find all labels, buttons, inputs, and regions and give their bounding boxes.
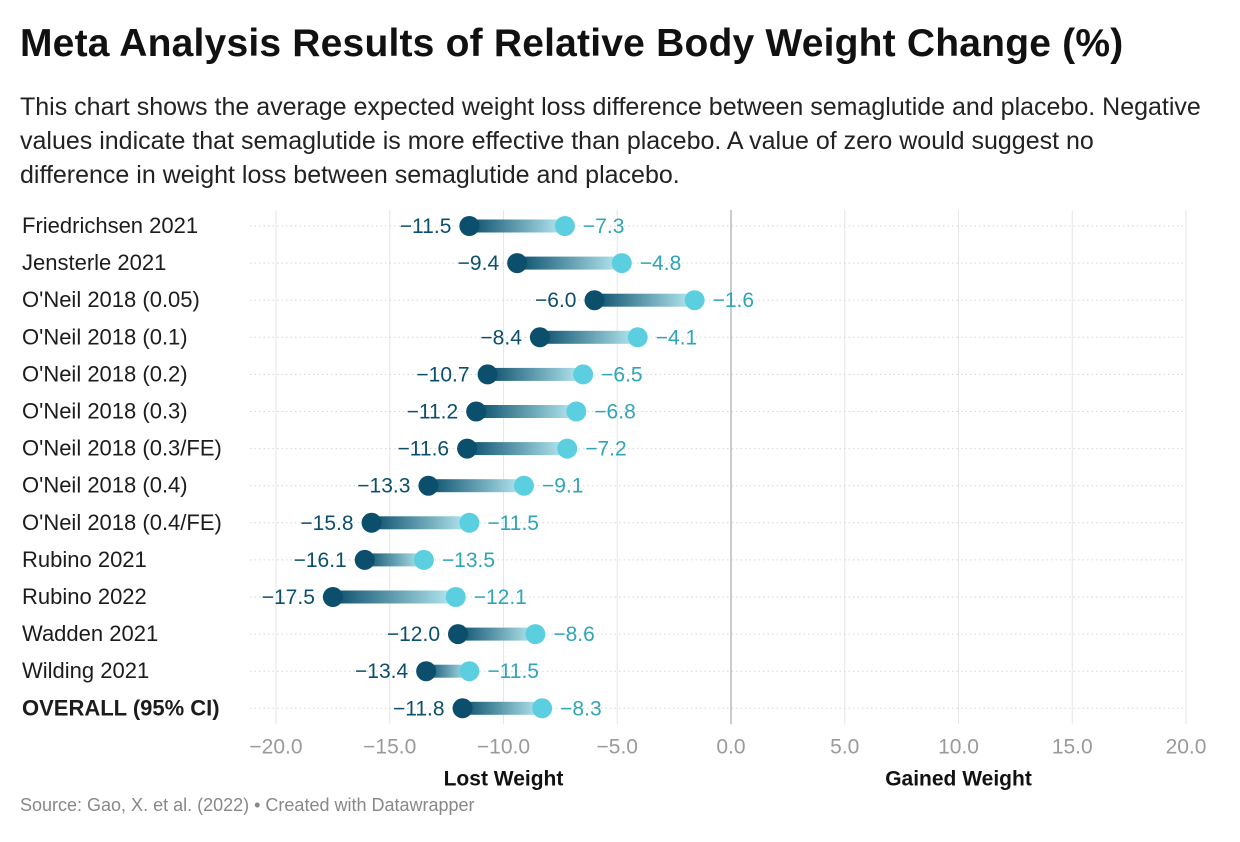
row-label: O'Neil 2018 (0.2)	[22, 361, 188, 386]
high-value-dot	[611, 253, 632, 274]
chart-subtitle: This chart shows the average expected we…	[20, 93, 1201, 189]
overall-row-label: OVERALL (95% CI)	[22, 695, 220, 720]
source-note: Source: Gao, X. et al. (2022) • Created …	[20, 795, 475, 815]
row-label: O'Neil 2018 (0.4/FE)	[22, 510, 222, 535]
chart-title: Meta Analysis Results of Relative Body W…	[20, 22, 1124, 65]
range-bar	[462, 701, 543, 715]
low-value-dot	[584, 290, 605, 311]
x-tick-label: −10.0	[477, 735, 530, 758]
high-value-label: −9.1	[542, 475, 583, 498]
high-value-dot	[413, 549, 434, 570]
high-value-dot	[566, 401, 587, 422]
row-label: Wilding 2021	[22, 658, 149, 683]
high-value-label: −8.6	[553, 623, 594, 646]
row-label: O'Neil 2018 (0.3/FE)	[22, 436, 222, 461]
high-value-label: −4.1	[656, 326, 697, 349]
high-value-label: −1.6	[713, 289, 754, 312]
x-tick-label: 0.0	[716, 735, 745, 758]
low-value-dot	[361, 512, 382, 533]
low-value-dot	[507, 253, 528, 274]
low-value-label: −13.3	[357, 475, 410, 498]
range-bar	[476, 405, 577, 418]
low-value-dot	[418, 475, 439, 496]
low-value-dot	[459, 216, 480, 236]
low-value-label: −8.4	[480, 326, 522, 349]
high-value-dot	[513, 475, 534, 496]
x-tick-label: −20.0	[249, 735, 302, 758]
low-value-label: −16.1	[294, 549, 347, 572]
low-value-label: −15.8	[300, 512, 353, 535]
low-value-dot	[466, 401, 487, 422]
low-value-dot	[322, 587, 343, 607]
x-tick-label: −5.0	[597, 735, 638, 758]
x-tick-label: 20.0	[1166, 735, 1207, 758]
low-value-label: −17.5	[262, 586, 315, 609]
range-bar	[364, 553, 424, 567]
x-tick-label: 15.0	[1052, 735, 1093, 758]
range-bar	[469, 219, 565, 233]
low-value-dot	[529, 327, 550, 348]
high-value-dot	[445, 587, 466, 607]
range-bar	[594, 293, 695, 307]
high-value-dot	[525, 624, 546, 645]
row-label: Wadden 2021	[22, 621, 158, 646]
row-label: O'Neil 2018 (0.4)	[22, 473, 188, 498]
high-value-dot	[573, 364, 594, 385]
low-value-label: −11.5	[400, 215, 452, 238]
low-value-label: −10.7	[416, 363, 469, 386]
low-value-dot	[457, 438, 478, 459]
row-label: Jensterle 2021	[22, 250, 166, 275]
low-value-dot	[452, 698, 473, 719]
range-bar	[458, 627, 536, 641]
high-value-dot	[684, 290, 705, 311]
row-label: Friedrichsen 2021	[22, 213, 198, 238]
low-value-label: −9.4	[458, 252, 500, 275]
high-value-dot	[557, 438, 578, 459]
range-bar	[428, 479, 524, 493]
low-value-label: −12.0	[387, 623, 440, 646]
x-axis-annotation: Gained Weight	[885, 767, 1032, 790]
low-value-dot	[448, 624, 468, 645]
row-label: O'Neil 2018 (0.3)	[22, 399, 188, 424]
x-axis-annotation: Lost Weight	[444, 767, 564, 790]
high-value-label: −6.5	[601, 363, 642, 386]
low-value-label: −13.4	[355, 660, 408, 683]
x-tick-label: 10.0	[938, 735, 979, 758]
range-bar	[467, 442, 568, 456]
high-value-dot	[532, 698, 553, 719]
high-value-label: −11.5	[487, 512, 539, 535]
row-label: O'Neil 2018 (0.1)	[22, 324, 188, 349]
x-tick-label: −15.0	[363, 735, 416, 758]
high-value-label: −7.2	[585, 438, 626, 461]
low-value-label: −11.6	[398, 438, 450, 461]
high-value-label: −6.8	[594, 401, 635, 424]
range-bar	[517, 256, 622, 270]
low-value-dot	[416, 661, 437, 682]
row-label: Rubino 2022	[22, 584, 147, 609]
low-value-dot	[354, 549, 375, 570]
range-bar	[487, 367, 584, 381]
low-value-label: −11.2	[407, 401, 459, 424]
high-value-label: −4.8	[640, 252, 681, 275]
high-value-dot	[627, 327, 648, 348]
high-value-label: −11.5	[487, 660, 539, 683]
row-label: O'Neil 2018 (0.05)	[22, 287, 200, 312]
high-value-label: −8.3	[560, 697, 601, 720]
low-value-dot	[477, 364, 498, 385]
row-label: Rubino 2021	[22, 547, 147, 572]
range-bar	[539, 330, 638, 344]
high-value-dot	[554, 216, 575, 236]
range-bar	[371, 516, 470, 530]
range-bar	[332, 590, 456, 604]
low-value-label: −11.8	[393, 697, 445, 720]
range-bar	[426, 664, 470, 678]
high-value-label: −12.1	[474, 586, 527, 609]
high-value-label: −7.3	[583, 215, 624, 238]
high-value-dot	[459, 512, 480, 533]
range-dot-chart: −20.0 −15.0 −10.0 −5.0 0.0 5.0 10.0 15.0 20.0 Los…	[22, 210, 1207, 790]
high-value-label: −13.5	[442, 549, 495, 572]
x-tick-label: 5.0	[830, 735, 859, 758]
low-value-label: −6.0	[535, 289, 576, 312]
high-value-dot	[459, 661, 480, 682]
